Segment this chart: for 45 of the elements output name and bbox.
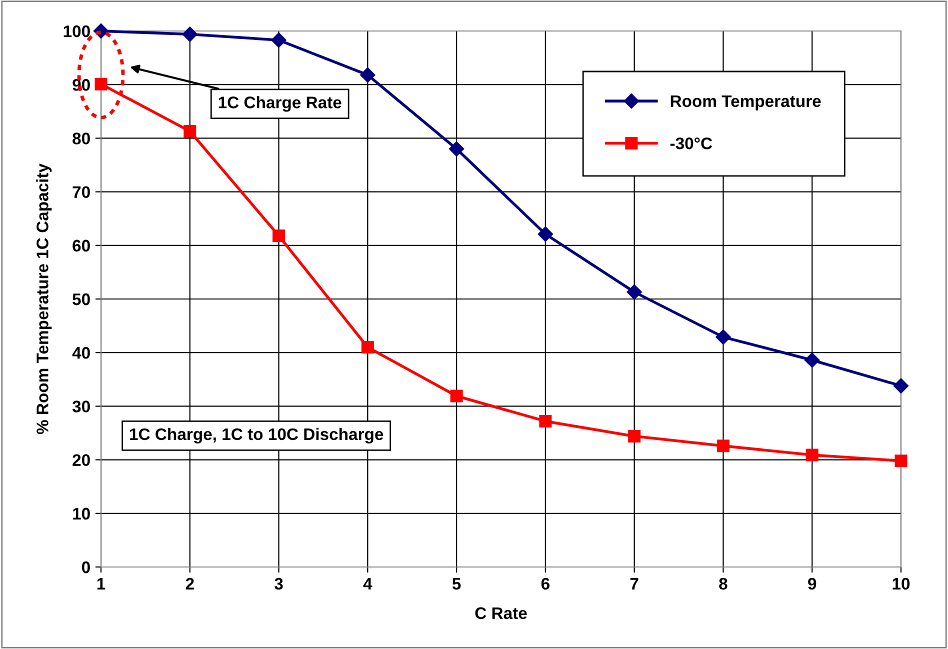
point — [626, 284, 642, 300]
point — [360, 67, 376, 83]
legend-label: -30°C — [670, 137, 712, 150]
annotation: 1C Charge, 1C to 10C Discharge — [130, 428, 384, 444]
y-tick-label: 10 — [73, 508, 90, 520]
point — [94, 78, 108, 90]
point — [182, 26, 198, 42]
y-tick-label: 50 — [72, 293, 90, 306]
point — [628, 430, 641, 442]
y-tick-label: 60 — [72, 240, 90, 252]
point — [184, 124, 196, 138]
point — [716, 329, 731, 345]
point — [361, 340, 374, 354]
y-tick-label: 100 — [64, 25, 90, 38]
y-tick-label: 20 — [72, 454, 90, 466]
y-tick-label: 0 — [82, 561, 90, 574]
x-tick-label: 8 — [719, 578, 728, 590]
point — [539, 414, 552, 428]
point — [272, 230, 286, 242]
x-tick-label: 7 — [630, 578, 638, 590]
legend-label: Room Temperature — [670, 95, 821, 110]
x-tick-label: 6 — [541, 578, 550, 590]
x-tick-label: 2 — [186, 578, 194, 590]
x-tick-label: 5 — [452, 578, 461, 590]
x-axis-title: C Rate — [475, 607, 527, 620]
point — [450, 390, 463, 402]
point — [804, 352, 820, 368]
x-tick-label: 10 — [892, 578, 910, 590]
point — [806, 448, 818, 462]
y-tick-label: 80 — [72, 132, 90, 144]
point — [448, 141, 464, 156]
annotation: 1C Charge Rate — [218, 96, 342, 112]
point — [716, 440, 730, 452]
x-tick-label: 3 — [274, 578, 283, 590]
point — [894, 454, 908, 468]
point — [893, 378, 909, 394]
y-tick-label: 40 — [72, 347, 90, 359]
x-tick-label: 1 — [97, 578, 106, 590]
x-tick-label: 9 — [808, 578, 816, 590]
y-tick-label: 70 — [72, 186, 90, 198]
point — [271, 32, 286, 48]
point — [538, 226, 554, 242]
y-tick-label: 30 — [72, 400, 90, 412]
x-tick-label: 4 — [363, 578, 372, 590]
y-axis-title: % Room Temperature 1C Capacity — [36, 164, 52, 434]
